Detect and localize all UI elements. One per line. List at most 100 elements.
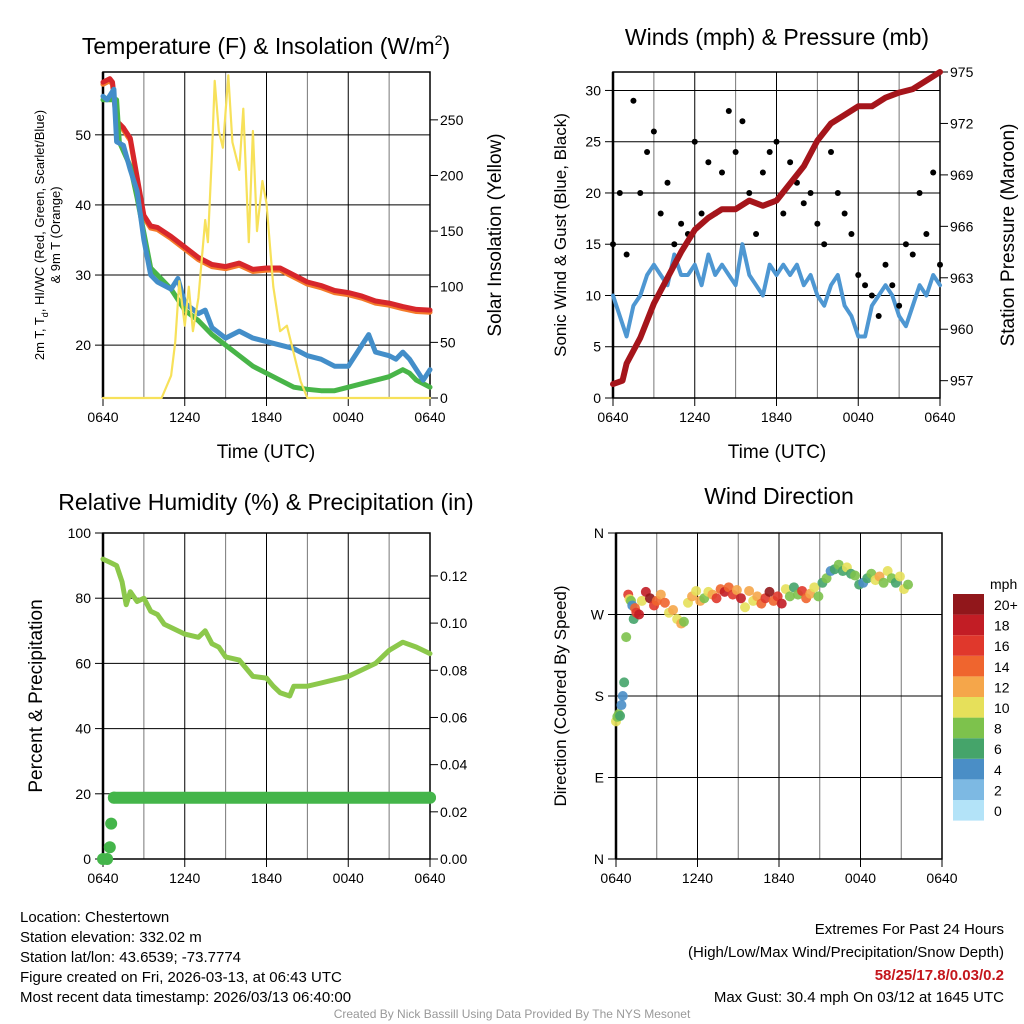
- direction-point: [655, 589, 666, 600]
- extremes-title: Extremes For Past 24 Hours: [815, 921, 1004, 938]
- y2-tick-label: 0: [440, 390, 448, 406]
- series-2m-t: [100, 76, 433, 313]
- credit-text: Created By Nick Bassill Using Data Provi…: [334, 1007, 691, 1021]
- colorbar-swatch: [953, 635, 984, 656]
- direction-point: [735, 593, 746, 604]
- colorbar-swatch: [953, 717, 984, 739]
- y-tick-label: 25: [585, 134, 601, 150]
- colorbar-label: 0: [994, 803, 1002, 819]
- y2-tick-label: 966: [950, 218, 974, 234]
- location-text: Location: Chestertown: [20, 909, 169, 926]
- gust-point: [868, 292, 875, 299]
- humidity-y-label: Percent & Precipitation: [26, 599, 47, 792]
- gust-point: [909, 251, 916, 258]
- temperature-chart-title: Temperature (F) & Insolation (W/m2): [82, 32, 450, 59]
- gust-point: [746, 189, 753, 196]
- colorbar-swatch: [953, 738, 984, 759]
- y2-tick-label: 150: [440, 223, 464, 239]
- y2-tick-label: 0.04: [440, 757, 467, 773]
- y2-tick-label: 0.06: [440, 709, 467, 725]
- x-tick-label: 1840: [251, 409, 282, 425]
- gust-point: [855, 271, 862, 278]
- colorbar-swatch: [953, 697, 984, 718]
- x-tick-label: 0040: [333, 409, 364, 425]
- y-tick-label: 0: [83, 851, 91, 867]
- gust-point: [644, 148, 651, 155]
- y-tick-label: S: [595, 688, 604, 704]
- y-tick-label: N: [594, 851, 604, 867]
- colorbar-label: 14: [994, 659, 1010, 675]
- direction-point: [691, 585, 702, 596]
- y-tick-label: 100: [68, 525, 92, 541]
- gust-point: [753, 230, 760, 237]
- solar-y2-label: Solar Insolation (Yellow): [485, 133, 506, 336]
- series-station-pressure: [610, 69, 943, 388]
- precip-point: [424, 791, 436, 804]
- extremes-description: (High/Low/Max Wind/Precipitation/Snow De…: [688, 944, 1004, 961]
- precip-point: [101, 853, 114, 865]
- x-tick-label: 0640: [924, 409, 955, 425]
- direction-point: [764, 586, 775, 597]
- direction-point: [894, 571, 905, 582]
- colorbar-swatch: [953, 779, 984, 800]
- direction-point: [619, 677, 630, 688]
- gust-point: [848, 230, 855, 237]
- colorbar-label: 20+: [994, 597, 1018, 613]
- direction-point: [813, 591, 824, 602]
- series-sonic-wind: [611, 242, 942, 339]
- y2-tick-label: 250: [440, 112, 464, 128]
- gust-point: [759, 169, 766, 176]
- direction-point: [659, 597, 670, 608]
- y-tick-label: 20: [75, 786, 91, 802]
- direction-point: [731, 585, 742, 596]
- gust-point: [780, 210, 787, 217]
- gust-point: [637, 189, 644, 196]
- y-tick-label: 20: [585, 185, 601, 201]
- x-tick-label: 0640: [597, 409, 628, 425]
- gust-point: [889, 282, 896, 289]
- gust-point: [814, 220, 821, 227]
- gust-point: [719, 169, 725, 176]
- gust-point: [698, 210, 705, 217]
- y-tick-label: 60: [75, 655, 91, 671]
- gust-point: [923, 230, 930, 237]
- direction-point: [903, 579, 914, 590]
- gust-point: [841, 210, 848, 217]
- colorbar-label: 2: [994, 782, 1002, 798]
- direction-point: [636, 595, 647, 606]
- gust-point: [766, 148, 773, 155]
- temperature-y-label: 2m T, Td, HI/WC (Red, Green, Scarlet/Blu…: [32, 110, 50, 360]
- temperature-y-label-line2: & 9m T (Orange): [48, 186, 63, 283]
- x-tick-label: 0040: [845, 870, 876, 886]
- gust-point: [821, 241, 828, 248]
- y-tick-label: 5: [593, 339, 601, 355]
- colorbar-label: 6: [994, 741, 1002, 757]
- y-tick-label: 80: [75, 590, 91, 606]
- y2-tick-label: 969: [950, 167, 974, 183]
- x-tick-label: 1240: [169, 409, 200, 425]
- x-tick-label: 0040: [843, 409, 874, 425]
- y-tick-label: 50: [75, 127, 91, 143]
- series-relative-humidity: [100, 556, 433, 699]
- gust-point: [671, 241, 678, 248]
- gust-point: [650, 128, 657, 135]
- colorbar-swatch: [953, 594, 984, 615]
- direction-point: [617, 691, 628, 701]
- x-tick-label: 0640: [414, 409, 445, 425]
- gust-point: [773, 138, 780, 145]
- y2-tick-label: 972: [950, 115, 974, 131]
- gust-point: [616, 189, 623, 196]
- y2-tick-label: 963: [950, 270, 974, 286]
- y2-tick-label: 200: [440, 167, 464, 183]
- x-tick-label: 1840: [761, 409, 792, 425]
- colorbar-swatch: [953, 614, 984, 636]
- y-tick-label: N: [594, 525, 604, 541]
- direction-point: [615, 710, 626, 721]
- chart-2-axes: 0 20 40 60 80 100 0.00 0.02 0.04 0.06 0.08 0.10 0.12…: [68, 525, 468, 886]
- y-tick-label: 10: [585, 287, 601, 303]
- direction-point: [678, 616, 689, 627]
- chart-3-axes: N E S W N 0640 1240 1840 0040 0640: [591, 525, 958, 886]
- gust-point: [916, 189, 923, 196]
- gust-point: [630, 97, 637, 104]
